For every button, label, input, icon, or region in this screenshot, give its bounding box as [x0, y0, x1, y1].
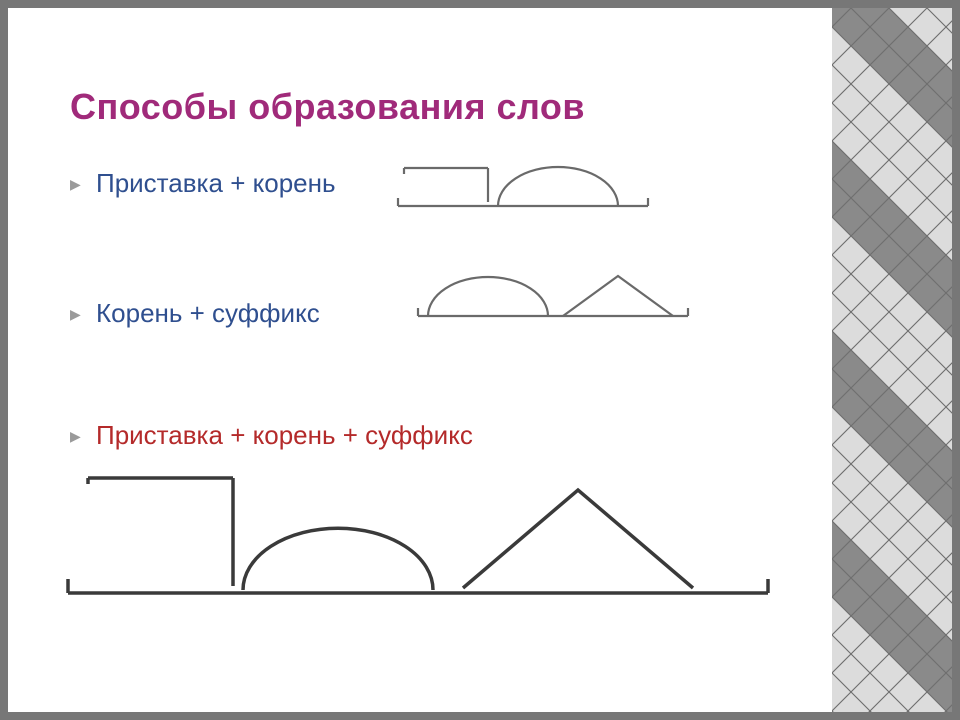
bullet-item: ▶Корень + суффикс [70, 298, 320, 329]
slide-frame: Способы образования слов ▶Приставка + ко… [0, 0, 960, 720]
morpheme-diagram [408, 258, 708, 333]
bullet-label: Приставка + корень [96, 168, 336, 199]
slide-body: Способы образования слов ▶Приставка + ко… [8, 8, 952, 712]
morpheme-diagram [58, 458, 778, 613]
slide-title: Способы образования слов [70, 86, 585, 128]
bullet-icon: ▶ [70, 429, 96, 443]
morpheme-diagram [388, 158, 668, 223]
bullet-icon: ▶ [70, 307, 96, 321]
bullet-label: Приставка + корень + суффикс [96, 420, 473, 451]
bullet-label: Корень + суффикс [96, 298, 320, 329]
bullet-item: ▶Приставка + корень + суффикс [70, 420, 473, 451]
side-pattern [832, 8, 952, 712]
bullet-item: ▶Приставка + корень [70, 168, 336, 199]
bullet-icon: ▶ [70, 177, 96, 191]
